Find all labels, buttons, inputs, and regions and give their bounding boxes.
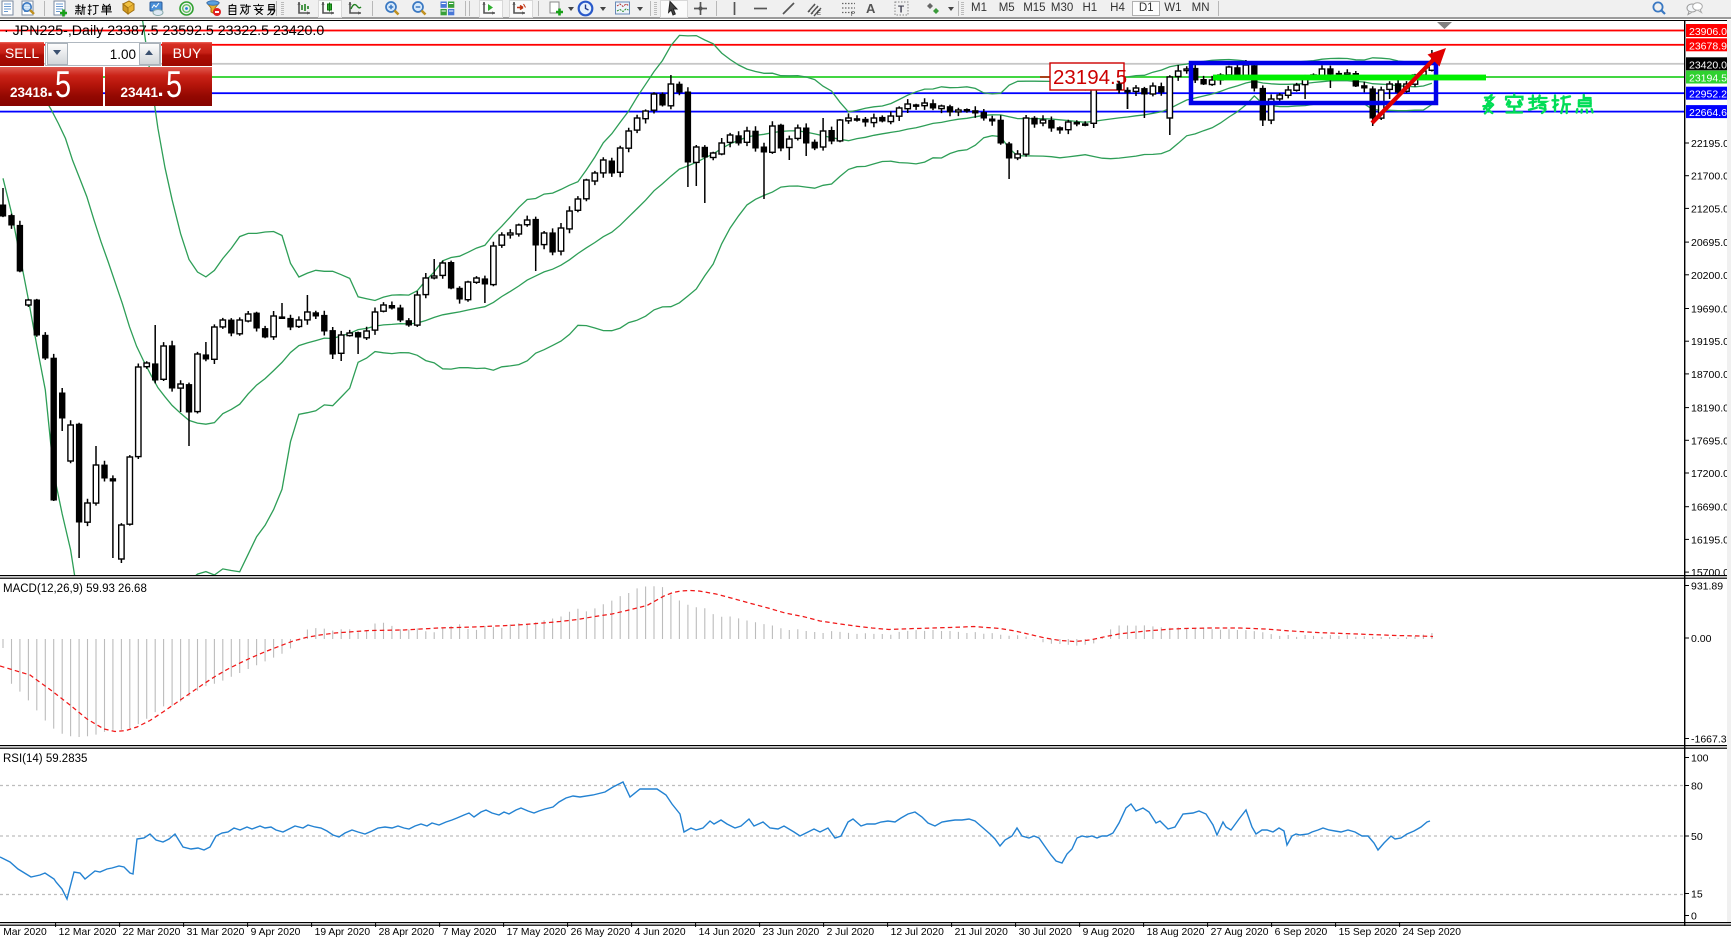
- svg-text:21700.0: 21700.0: [1691, 171, 1729, 183]
- svg-text:F: F: [851, 12, 855, 17]
- svg-text:23678.9: 23678.9: [1689, 40, 1727, 52]
- svg-text:17 May 2020: 17 May 2020: [507, 927, 567, 938]
- svg-text:100: 100: [1691, 753, 1709, 765]
- svg-text:19195.0: 19195.0: [1691, 336, 1729, 348]
- svg-text:31 Mar 2020: 31 Mar 2020: [187, 927, 245, 938]
- svg-text:22664.6: 22664.6: [1689, 107, 1727, 119]
- svg-text:23194.5: 23194.5: [1689, 73, 1727, 85]
- svg-text:6 Sep 2020: 6 Sep 2020: [1275, 927, 1328, 938]
- svg-text:MACD(12,26,9) 59.93 26.68: MACD(12,26,9) 59.93 26.68: [3, 583, 147, 595]
- svg-text:22195.0: 22195.0: [1691, 138, 1729, 150]
- svg-text:17200.0: 17200.0: [1691, 468, 1729, 480]
- svg-text:0.00: 0.00: [1691, 633, 1712, 645]
- svg-text:12 Mar 2020: 12 Mar 2020: [59, 927, 117, 938]
- svg-text:12 Jul 2020: 12 Jul 2020: [891, 927, 945, 938]
- svg-text:16690.0: 16690.0: [1691, 502, 1729, 514]
- svg-text:23420.0: 23420.0: [1689, 59, 1727, 71]
- svg-text:22 Mar 2020: 22 Mar 2020: [123, 927, 181, 938]
- svg-text:RSI(14) 59.2835: RSI(14) 59.2835: [3, 753, 87, 765]
- svg-text:· JPN225-,Daily 23387.5 23592: · JPN225-,Daily 23387.5 23592.5 23322.5 …: [4, 23, 324, 39]
- svg-text:15 Sep 2020: 15 Sep 2020: [1339, 927, 1398, 938]
- svg-text:4 Jun 2020: 4 Jun 2020: [635, 927, 686, 938]
- svg-text:9 Apr 2020: 9 Apr 2020: [251, 927, 301, 938]
- svg-text:19 Apr 2020: 19 Apr 2020: [315, 927, 371, 938]
- svg-text:16195.0: 16195.0: [1691, 534, 1729, 546]
- svg-text:20200.0: 20200.0: [1691, 270, 1729, 282]
- svg-text:T: T: [898, 5, 904, 16]
- svg-text:80: 80: [1691, 781, 1703, 793]
- svg-text:E: E: [817, 11, 821, 17]
- svg-text:0: 0: [1691, 911, 1697, 923]
- svg-text:18190.0: 18190.0: [1691, 403, 1729, 415]
- svg-text:9 Aug 2020: 9 Aug 2020: [1083, 927, 1135, 938]
- svg-text:20695.0: 20695.0: [1691, 237, 1729, 249]
- svg-text:17695.0: 17695.0: [1691, 435, 1729, 447]
- svg-text:21205.0: 21205.0: [1691, 203, 1729, 215]
- svg-text:26 May 2020: 26 May 2020: [571, 927, 631, 938]
- svg-text:7 May 2020: 7 May 2020: [443, 927, 497, 938]
- svg-text:22952.2: 22952.2: [1689, 89, 1727, 101]
- svg-text:23906.0: 23906.0: [1689, 26, 1727, 38]
- svg-text:19690.0: 19690.0: [1691, 304, 1729, 316]
- svg-text:30 Jul 2020: 30 Jul 2020: [1019, 927, 1073, 938]
- svg-text:-1667.31: -1667.31: [1691, 734, 1731, 746]
- svg-text:15700.0: 15700.0: [1691, 567, 1729, 579]
- svg-text:18 Aug 2020: 18 Aug 2020: [1147, 927, 1205, 938]
- svg-text:2 Jul 2020: 2 Jul 2020: [827, 927, 875, 938]
- svg-text:27 Aug 2020: 27 Aug 2020: [1211, 927, 1269, 938]
- svg-text:2 Mar 2020: 2 Mar 2020: [0, 927, 47, 938]
- svg-text:15: 15: [1691, 889, 1703, 901]
- svg-text:50: 50: [1691, 831, 1703, 843]
- svg-text:28 Apr 2020: 28 Apr 2020: [379, 927, 435, 938]
- svg-text:23194.5: 23194.5: [1053, 66, 1127, 89]
- svg-text:24 Sep 2020: 24 Sep 2020: [1403, 927, 1462, 938]
- svg-text:14 Jun 2020: 14 Jun 2020: [699, 927, 756, 938]
- svg-text:931.89: 931.89: [1691, 581, 1723, 593]
- svg-text:21 Jul 2020: 21 Jul 2020: [955, 927, 1009, 938]
- svg-text:18700.0: 18700.0: [1691, 369, 1729, 381]
- svg-text:23 Jun 2020: 23 Jun 2020: [763, 927, 820, 938]
